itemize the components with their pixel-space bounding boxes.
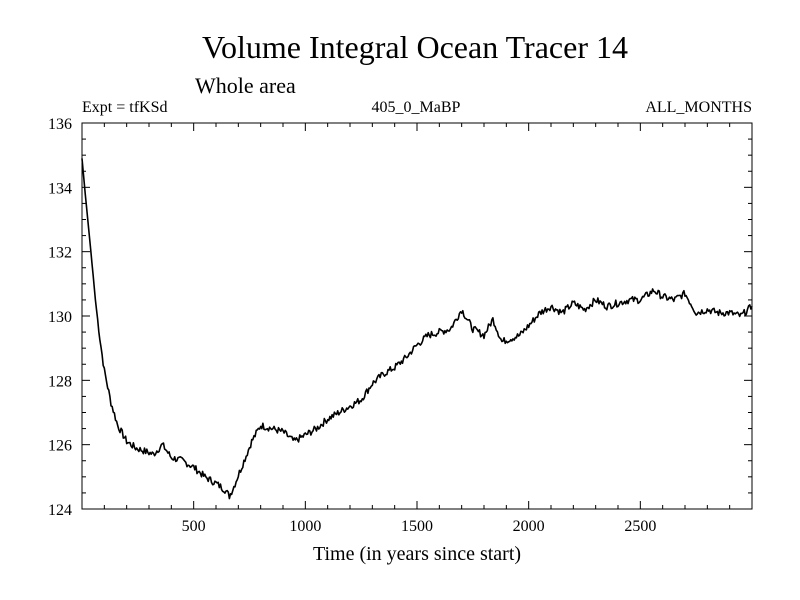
y-axis-ticks: 124 126 128 130 132 134 136 <box>48 116 752 519</box>
y-tick-label: 134 <box>48 180 72 197</box>
x-tick-label: 2500 <box>624 518 656 535</box>
x-tick-label: 2000 <box>513 518 545 535</box>
y-tick-label: 130 <box>48 309 72 326</box>
y-tick-label: 124 <box>48 502 72 519</box>
y-tick-label: 136 <box>48 116 72 133</box>
x-tick-label: 1500 <box>401 518 433 535</box>
period-label: 405_0_MaBP <box>372 99 461 116</box>
experiment-label: Expt = tfKSd <box>82 99 167 116</box>
minor-ticks <box>82 123 752 509</box>
chart-subtitle: Whole area <box>195 73 296 98</box>
x-tick-label: 500 <box>182 518 206 535</box>
y-tick-label: 132 <box>48 245 72 262</box>
x-axis-ticks: 500 1000 1500 2000 2500 <box>182 123 656 535</box>
x-tick-label: 1000 <box>289 518 321 535</box>
x-axis-label: Time (in years since start) <box>313 543 521 565</box>
series-line <box>81 158 753 500</box>
months-label: ALL_MONTHS <box>645 99 752 116</box>
plot-frame <box>81 122 753 510</box>
y-tick-label: 126 <box>48 438 72 455</box>
chart-title: Volume Integral Ocean Tracer 14 <box>202 29 628 65</box>
y-tick-label: 128 <box>48 373 72 390</box>
